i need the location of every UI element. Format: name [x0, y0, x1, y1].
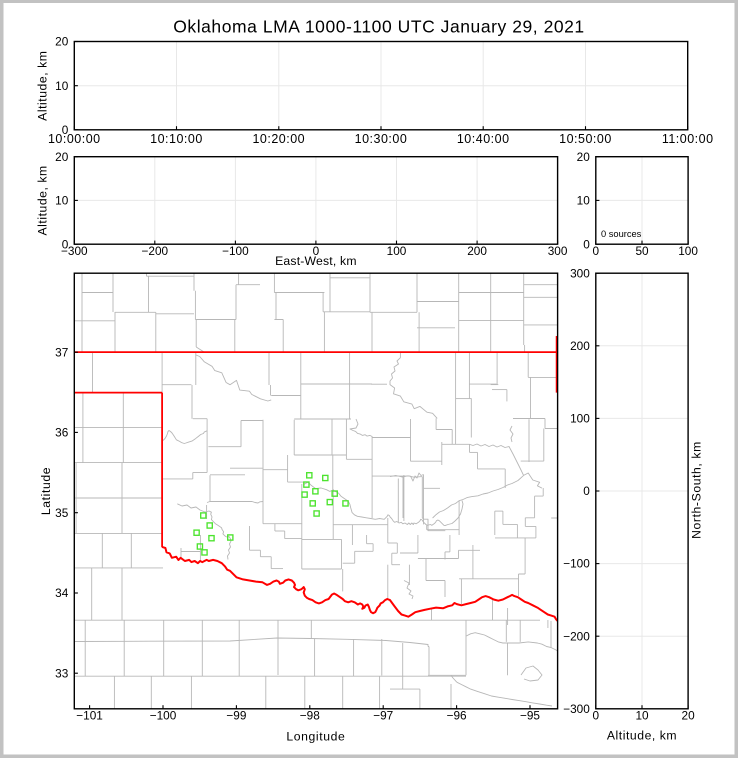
svg-text:Longitude: Longitude [286, 730, 345, 744]
svg-text:0 sources: 0 sources [601, 229, 642, 239]
svg-text:100: 100 [387, 244, 407, 258]
svg-text:−100: −100 [563, 557, 590, 571]
svg-text:10:40:00: 10:40:00 [457, 132, 510, 146]
svg-text:100: 100 [678, 244, 698, 258]
svg-text:−95: −95 [520, 708, 540, 722]
svg-text:−200: −200 [142, 244, 169, 258]
svg-text:20: 20 [55, 150, 69, 164]
svg-text:10:50:00: 10:50:00 [559, 132, 612, 146]
svg-text:100: 100 [570, 412, 590, 426]
svg-text:0: 0 [62, 237, 69, 251]
svg-text:Altitude, km: Altitude, km [607, 729, 677, 743]
svg-text:11:00:00: 11:00:00 [662, 132, 714, 146]
svg-text:0: 0 [313, 244, 320, 258]
svg-text:10:20:00: 10:20:00 [252, 132, 305, 146]
svg-text:10: 10 [635, 708, 649, 722]
svg-text:34: 34 [55, 586, 69, 600]
svg-text:−200: −200 [563, 629, 590, 643]
svg-text:37: 37 [55, 345, 68, 359]
svg-text:−96: −96 [447, 708, 467, 722]
svg-text:0: 0 [583, 484, 590, 498]
svg-text:−100: −100 [222, 244, 249, 258]
svg-text:−97: −97 [373, 708, 393, 722]
svg-text:35: 35 [55, 506, 69, 520]
svg-text:0: 0 [593, 708, 600, 722]
svg-text:−300: −300 [563, 702, 590, 716]
svg-text:Altitude, km: Altitude, km [36, 51, 50, 121]
svg-text:10: 10 [577, 194, 591, 208]
svg-text:−100: −100 [150, 708, 177, 722]
svg-text:−101: −101 [76, 708, 103, 722]
svg-text:0: 0 [593, 244, 600, 258]
svg-text:33: 33 [55, 666, 69, 680]
svg-text:−99: −99 [226, 708, 246, 722]
svg-text:Latitude: Latitude [39, 467, 53, 515]
svg-text:20: 20 [55, 35, 69, 49]
svg-text:Oklahoma LMA 1000-1100 UTC Jan: Oklahoma LMA 1000-1100 UTC January 29, 2… [173, 17, 584, 37]
svg-text:10:00:00: 10:00:00 [48, 132, 101, 146]
svg-text:200: 200 [467, 244, 487, 258]
svg-text:300: 300 [570, 266, 590, 280]
svg-text:10: 10 [55, 79, 69, 93]
svg-text:200: 200 [570, 339, 590, 353]
svg-text:300: 300 [548, 244, 568, 258]
svg-text:North-South, km: North-South, km [690, 441, 704, 539]
svg-text:0: 0 [62, 123, 69, 137]
svg-text:20: 20 [682, 708, 696, 722]
svg-text:Altitude, km: Altitude, km [36, 165, 50, 235]
svg-text:20: 20 [577, 150, 591, 164]
svg-text:East-West, km: East-West, km [275, 254, 357, 268]
svg-text:10: 10 [55, 194, 69, 208]
svg-text:−98: −98 [300, 708, 320, 722]
svg-text:−300: −300 [61, 244, 88, 258]
svg-text:50: 50 [635, 244, 649, 258]
svg-text:36: 36 [55, 426, 69, 440]
svg-text:0: 0 [583, 237, 590, 251]
svg-text:10:10:00: 10:10:00 [150, 132, 203, 146]
svg-text:10:30:00: 10:30:00 [355, 132, 408, 146]
